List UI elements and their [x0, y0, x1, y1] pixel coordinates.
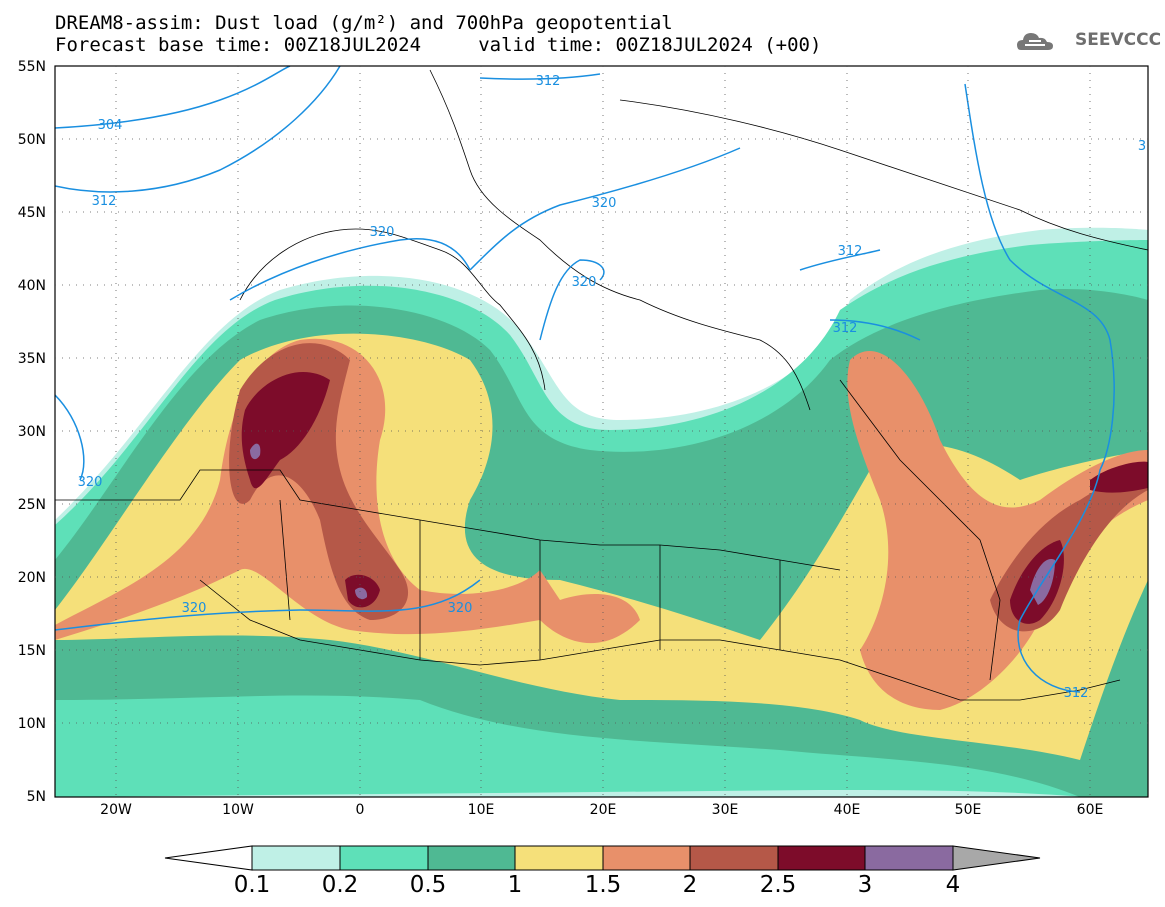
lat-tick: 30N	[18, 424, 46, 440]
logo-text: SEEVCCC	[1075, 30, 1162, 50]
colorbar-swatch	[602, 845, 691, 871]
lon-axis: 20W 10W 0 10E 20E 30E 40E 50E 60E	[100, 802, 1103, 818]
contour-label: 312	[536, 74, 561, 89]
lon-tick: 10W	[222, 802, 254, 818]
contour-label: 312	[92, 194, 117, 209]
colorbar-label: 4	[946, 872, 961, 898]
contour-label: 320	[592, 196, 617, 211]
lon-tick: 20E	[590, 802, 617, 818]
colorbar-swatch	[952, 845, 1041, 871]
map-grid	[55, 66, 1148, 797]
map-title: DREAM8-assim: Dust load (g/m²) and 700hP…	[55, 12, 673, 34]
lat-axis: 55N 50N 45N 40N 35N 30N 25N 20N 15N 10N …	[18, 59, 46, 805]
contour-label: 312	[1064, 686, 1089, 701]
lat-tick: 45N	[18, 205, 46, 221]
colorbar-swatch	[689, 845, 779, 871]
map-subtitle: Forecast base time: 00Z18JUL2024 valid t…	[55, 34, 822, 56]
lon-tick: 60E	[1077, 802, 1104, 818]
colorbar-label: 1	[508, 872, 523, 898]
contour-label: 3	[1138, 139, 1146, 154]
colorbar-swatch	[777, 845, 866, 871]
colorbar-label: 0.5	[410, 872, 447, 898]
contour-label: 320	[78, 475, 103, 490]
contour-label: 320	[448, 601, 473, 616]
colorbar-label: 2	[683, 872, 698, 898]
lat-tick: 5N	[27, 789, 46, 805]
colorbar-swatch	[864, 845, 954, 871]
lat-tick: 55N	[18, 59, 46, 75]
colorbar-swatch	[514, 845, 604, 871]
lat-tick: 35N	[18, 351, 46, 367]
contour-labels: 304 312 312 312 312 312 320 320 320 320 …	[78, 74, 1147, 701]
lat-tick: 40N	[18, 278, 46, 294]
lat-tick: 10N	[18, 716, 46, 732]
colorbar-label: 0.2	[322, 872, 359, 898]
lon-tick: 30E	[712, 802, 739, 818]
colorbar-label: 1.5	[585, 872, 622, 898]
dust-field	[55, 66, 1148, 797]
contour-label: 304	[98, 118, 123, 133]
lon-tick: 10E	[468, 802, 495, 818]
colorbar	[164, 845, 1041, 871]
lon-tick: 40E	[834, 802, 861, 818]
colorbar-label: 3	[858, 872, 873, 898]
colorbar-swatch	[339, 845, 429, 871]
colorbar-swatch	[427, 845, 516, 871]
contour-label: 312	[833, 321, 858, 336]
colorbar-swatch	[164, 845, 253, 871]
lat-tick: 25N	[18, 497, 46, 513]
lat-tick: 15N	[18, 643, 46, 659]
colorbar-label: 0.1	[234, 872, 271, 898]
contour-label: 312	[838, 244, 863, 259]
lon-tick: 20W	[100, 802, 132, 818]
cloud-icon	[1017, 33, 1053, 50]
colorbar-label: 2.5	[760, 872, 797, 898]
lon-tick: 50E	[955, 802, 982, 818]
colorbar-swatch	[251, 845, 341, 871]
lat-tick: 20N	[18, 570, 46, 586]
lon-tick: 0	[356, 802, 365, 818]
contour-label: 320	[572, 275, 597, 290]
lat-tick: 50N	[18, 132, 46, 148]
map-frame	[54, 65, 1149, 798]
contour-label: 320	[370, 225, 395, 240]
contour-label: 320	[182, 601, 207, 616]
colorbar-labels: 0.1 0.2 0.5 1 1.5 2 2.5 3 4	[234, 872, 961, 898]
